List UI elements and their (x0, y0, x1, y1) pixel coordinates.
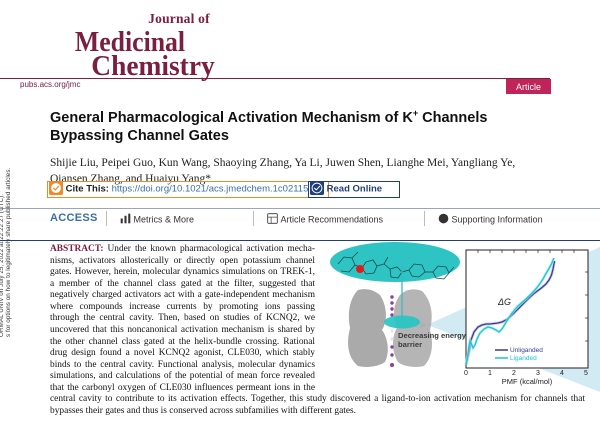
svg-text:PMF (kcal/mol): PMF (kcal/mol) (502, 377, 553, 386)
svg-text:4: 4 (560, 370, 564, 377)
svg-text:ΔG: ΔG (497, 297, 511, 307)
svg-text:Liganded: Liganded (510, 355, 537, 362)
svg-text:barrier: barrier (398, 340, 422, 349)
svg-text:5: 5 (584, 370, 588, 377)
svg-text:3: 3 (536, 370, 540, 377)
svg-text:0: 0 (464, 370, 468, 377)
svg-text:1: 1 (488, 370, 492, 377)
svg-text:2: 2 (512, 370, 516, 377)
svg-text:Unliganded: Unliganded (510, 347, 543, 354)
svg-text:Decreasing energy: Decreasing energy (398, 331, 467, 340)
